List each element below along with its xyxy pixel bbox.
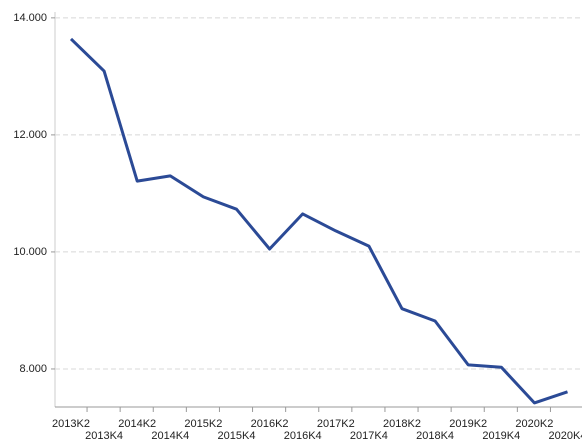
x-tick-label: 2015K4 [218,430,256,441]
x-tick-label: 2018K4 [416,430,454,441]
x-tick-label: 2014K2 [118,418,156,430]
x-tick-label: 2017K4 [350,430,388,441]
x-tick-label: 2019K4 [482,430,520,441]
x-tick-label: 2018K2 [383,418,421,430]
y-tick-label: 14.000 [13,12,47,24]
x-tick-label: 2014K4 [151,430,189,441]
x-tick-label: 2020K4 [549,430,582,441]
y-tick-label: 10.000 [13,246,47,258]
y-tick-label: 8.000 [19,363,47,375]
x-tick-label: 2016K4 [284,430,322,441]
x-tick-label: 2020K2 [515,418,553,430]
x-tick-label: 2013K4 [85,430,123,441]
x-tick-label: 2017K2 [317,418,355,430]
y-tick-label: 12.000 [13,129,47,141]
data-line [69,37,568,405]
x-tick-label: 2013K2 [52,418,90,430]
x-tick-label: 2016K2 [251,418,289,430]
x-tick-label: 2019K2 [449,418,487,430]
x-tick-label: 2015K2 [184,418,222,430]
